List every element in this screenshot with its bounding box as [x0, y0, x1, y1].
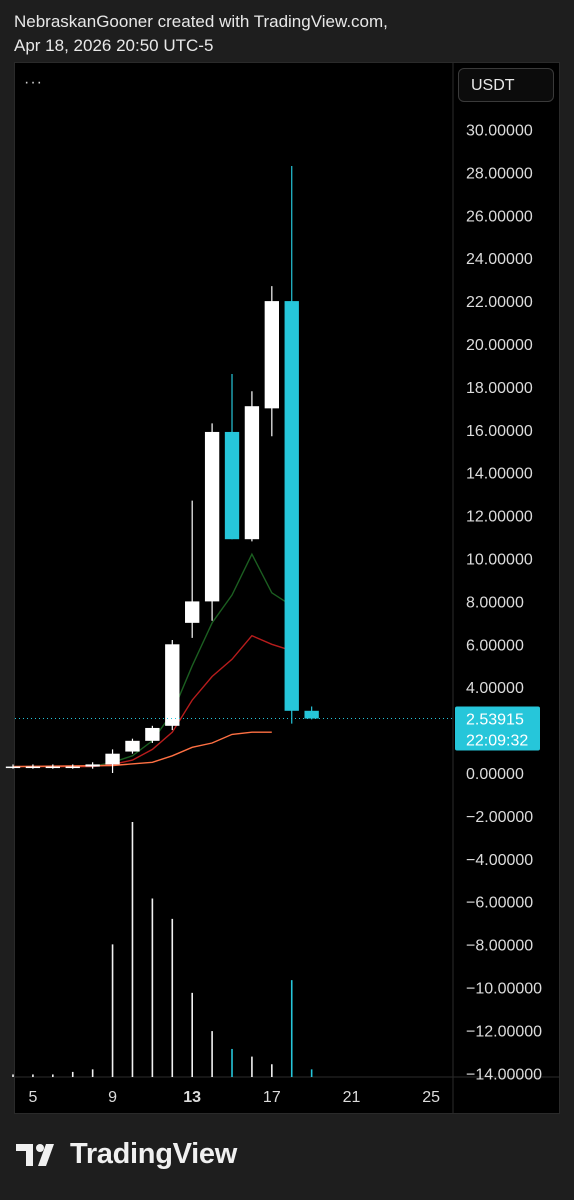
chart-panel[interactable] — [14, 62, 560, 1114]
currency-selector-button[interactable]: USDT — [458, 68, 554, 102]
tradingview-logo-icon — [16, 1143, 54, 1166]
tradingview-wordmark: TradingView — [70, 1138, 237, 1170]
snapshot-timestamp: Apr 18, 2026 20:50 UTC-5 — [14, 36, 214, 55]
tradingview-brand: TradingView — [16, 1138, 237, 1171]
more-options-icon[interactable]: ··· — [24, 74, 43, 91]
attribution-line: NebraskanGooner created with TradingView… — [14, 12, 388, 31]
chart-attribution: NebraskanGooner created with TradingView… — [14, 10, 388, 58]
